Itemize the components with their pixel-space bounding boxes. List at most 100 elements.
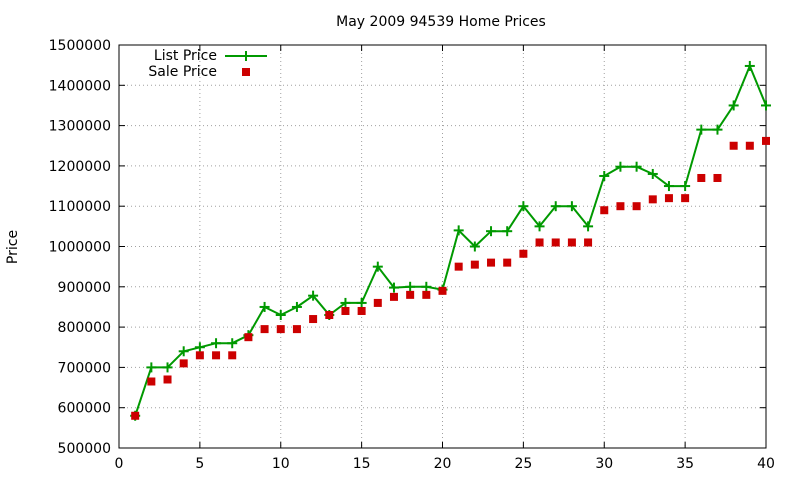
sale-price-point	[228, 351, 237, 360]
list-price-point	[194, 342, 205, 353]
x-tick-label: 30	[595, 456, 613, 472]
axis-ticks: 500000 600000 700000 800000 900000 1000000 110…	[49, 38, 775, 472]
list-price-point	[761, 100, 771, 111]
list-price-point	[356, 297, 367, 308]
x-tick-label: 5	[195, 456, 204, 472]
list-price-point	[566, 201, 577, 212]
x-tick-label: 10	[272, 456, 290, 472]
sale-price-point	[567, 238, 576, 247]
list-price-line	[134, 65, 767, 417]
sale-price-point	[179, 359, 188, 368]
list-price-point	[696, 124, 707, 135]
sale-price-point	[470, 260, 479, 269]
x-tick-label: 25	[514, 456, 532, 472]
sale-price-point	[406, 290, 415, 299]
list-price-point	[340, 297, 351, 308]
chart-title: May 2009 94539 Home Prices	[336, 14, 546, 30]
sale-price-point	[260, 325, 269, 334]
list-price-point	[486, 226, 497, 237]
list-price-point	[615, 161, 626, 172]
x-tick-label: 15	[353, 456, 371, 472]
y-tick-label: 600000	[58, 401, 111, 417]
list-price-point	[502, 226, 513, 237]
list-price-point	[275, 310, 286, 321]
y-tick-label: 900000	[58, 280, 111, 296]
x-tick-label: 35	[676, 456, 694, 472]
legend: List Price Sale Price	[148, 48, 267, 80]
legend-label-sale-price: Sale Price	[148, 64, 217, 80]
list-price-point	[680, 181, 691, 192]
sale-price-point	[503, 258, 512, 267]
list-price-point	[518, 201, 529, 212]
list-price-point	[421, 281, 432, 292]
list-price-point	[631, 161, 642, 172]
list-price-point	[728, 100, 739, 111]
sale-price-point	[454, 262, 463, 271]
sale-price-point	[600, 206, 609, 215]
sale-price-point	[389, 292, 398, 301]
list-price-point	[453, 225, 464, 236]
list-price-point	[372, 261, 383, 272]
y-tick-label: 1200000	[49, 159, 111, 175]
sale-price-point	[309, 315, 318, 324]
list-price-point	[162, 362, 173, 373]
sale-price-point	[648, 195, 657, 204]
y-tick-label: 1100000	[49, 199, 111, 215]
list-price-point	[647, 168, 658, 179]
sale-price-point	[212, 351, 221, 360]
sale-price-point	[713, 173, 722, 182]
y-axis-label: Price	[5, 230, 21, 264]
y-tick-label: 500000	[58, 441, 111, 457]
sale-price-point	[325, 311, 334, 320]
sale-price-point	[147, 377, 156, 386]
sale-price-point	[422, 290, 431, 299]
list-price-point	[291, 301, 302, 312]
legend-label-list-price: List Price	[154, 48, 217, 64]
y-tick-label: 1000000	[49, 240, 111, 256]
list-price-point	[534, 221, 545, 232]
sale-price-point	[519, 249, 528, 258]
list-price-point	[599, 170, 610, 181]
list-price-point	[227, 338, 238, 349]
sale-price-point	[664, 194, 673, 203]
list-price-point	[712, 124, 723, 135]
data-series	[130, 60, 771, 421]
y-tick-label: 1400000	[49, 78, 111, 94]
list-price-point	[550, 201, 561, 212]
list-price-point	[744, 60, 755, 71]
list-price-point	[211, 338, 222, 349]
sale-price-point	[292, 325, 301, 334]
sale-price-point	[745, 141, 754, 150]
sale-price-point	[632, 202, 641, 211]
x-tick-label: 0	[115, 456, 124, 472]
sale-price-point	[341, 306, 350, 315]
sale-price-point	[373, 298, 382, 307]
sale-price-point	[729, 141, 738, 150]
legend-marker-sale-price	[242, 68, 250, 76]
list-price-point	[663, 181, 674, 192]
sale-price-point	[697, 173, 706, 182]
sale-price-point	[244, 333, 253, 342]
list-price-point	[146, 362, 157, 373]
list-price-point	[308, 290, 319, 301]
list-price-point	[388, 282, 399, 293]
sale-price-point	[163, 375, 172, 384]
sale-price-point	[438, 286, 447, 295]
list-price-point	[469, 241, 480, 252]
sale-price-point	[762, 136, 770, 145]
sale-price-point	[535, 238, 544, 247]
y-tick-label: 1500000	[49, 38, 111, 54]
sale-price-point	[131, 411, 140, 420]
list-price-point	[583, 221, 594, 232]
y-tick-label: 800000	[58, 320, 111, 336]
x-tick-label: 40	[757, 456, 775, 472]
sale-price-point	[681, 194, 690, 203]
sale-price-point	[487, 258, 496, 267]
legend-marker-list-price	[241, 51, 251, 61]
sale-price-point	[616, 202, 625, 211]
grid-lines	[119, 45, 766, 448]
x-tick-label: 20	[434, 456, 452, 472]
list-price-point	[178, 346, 189, 357]
list-price-point	[259, 301, 270, 312]
